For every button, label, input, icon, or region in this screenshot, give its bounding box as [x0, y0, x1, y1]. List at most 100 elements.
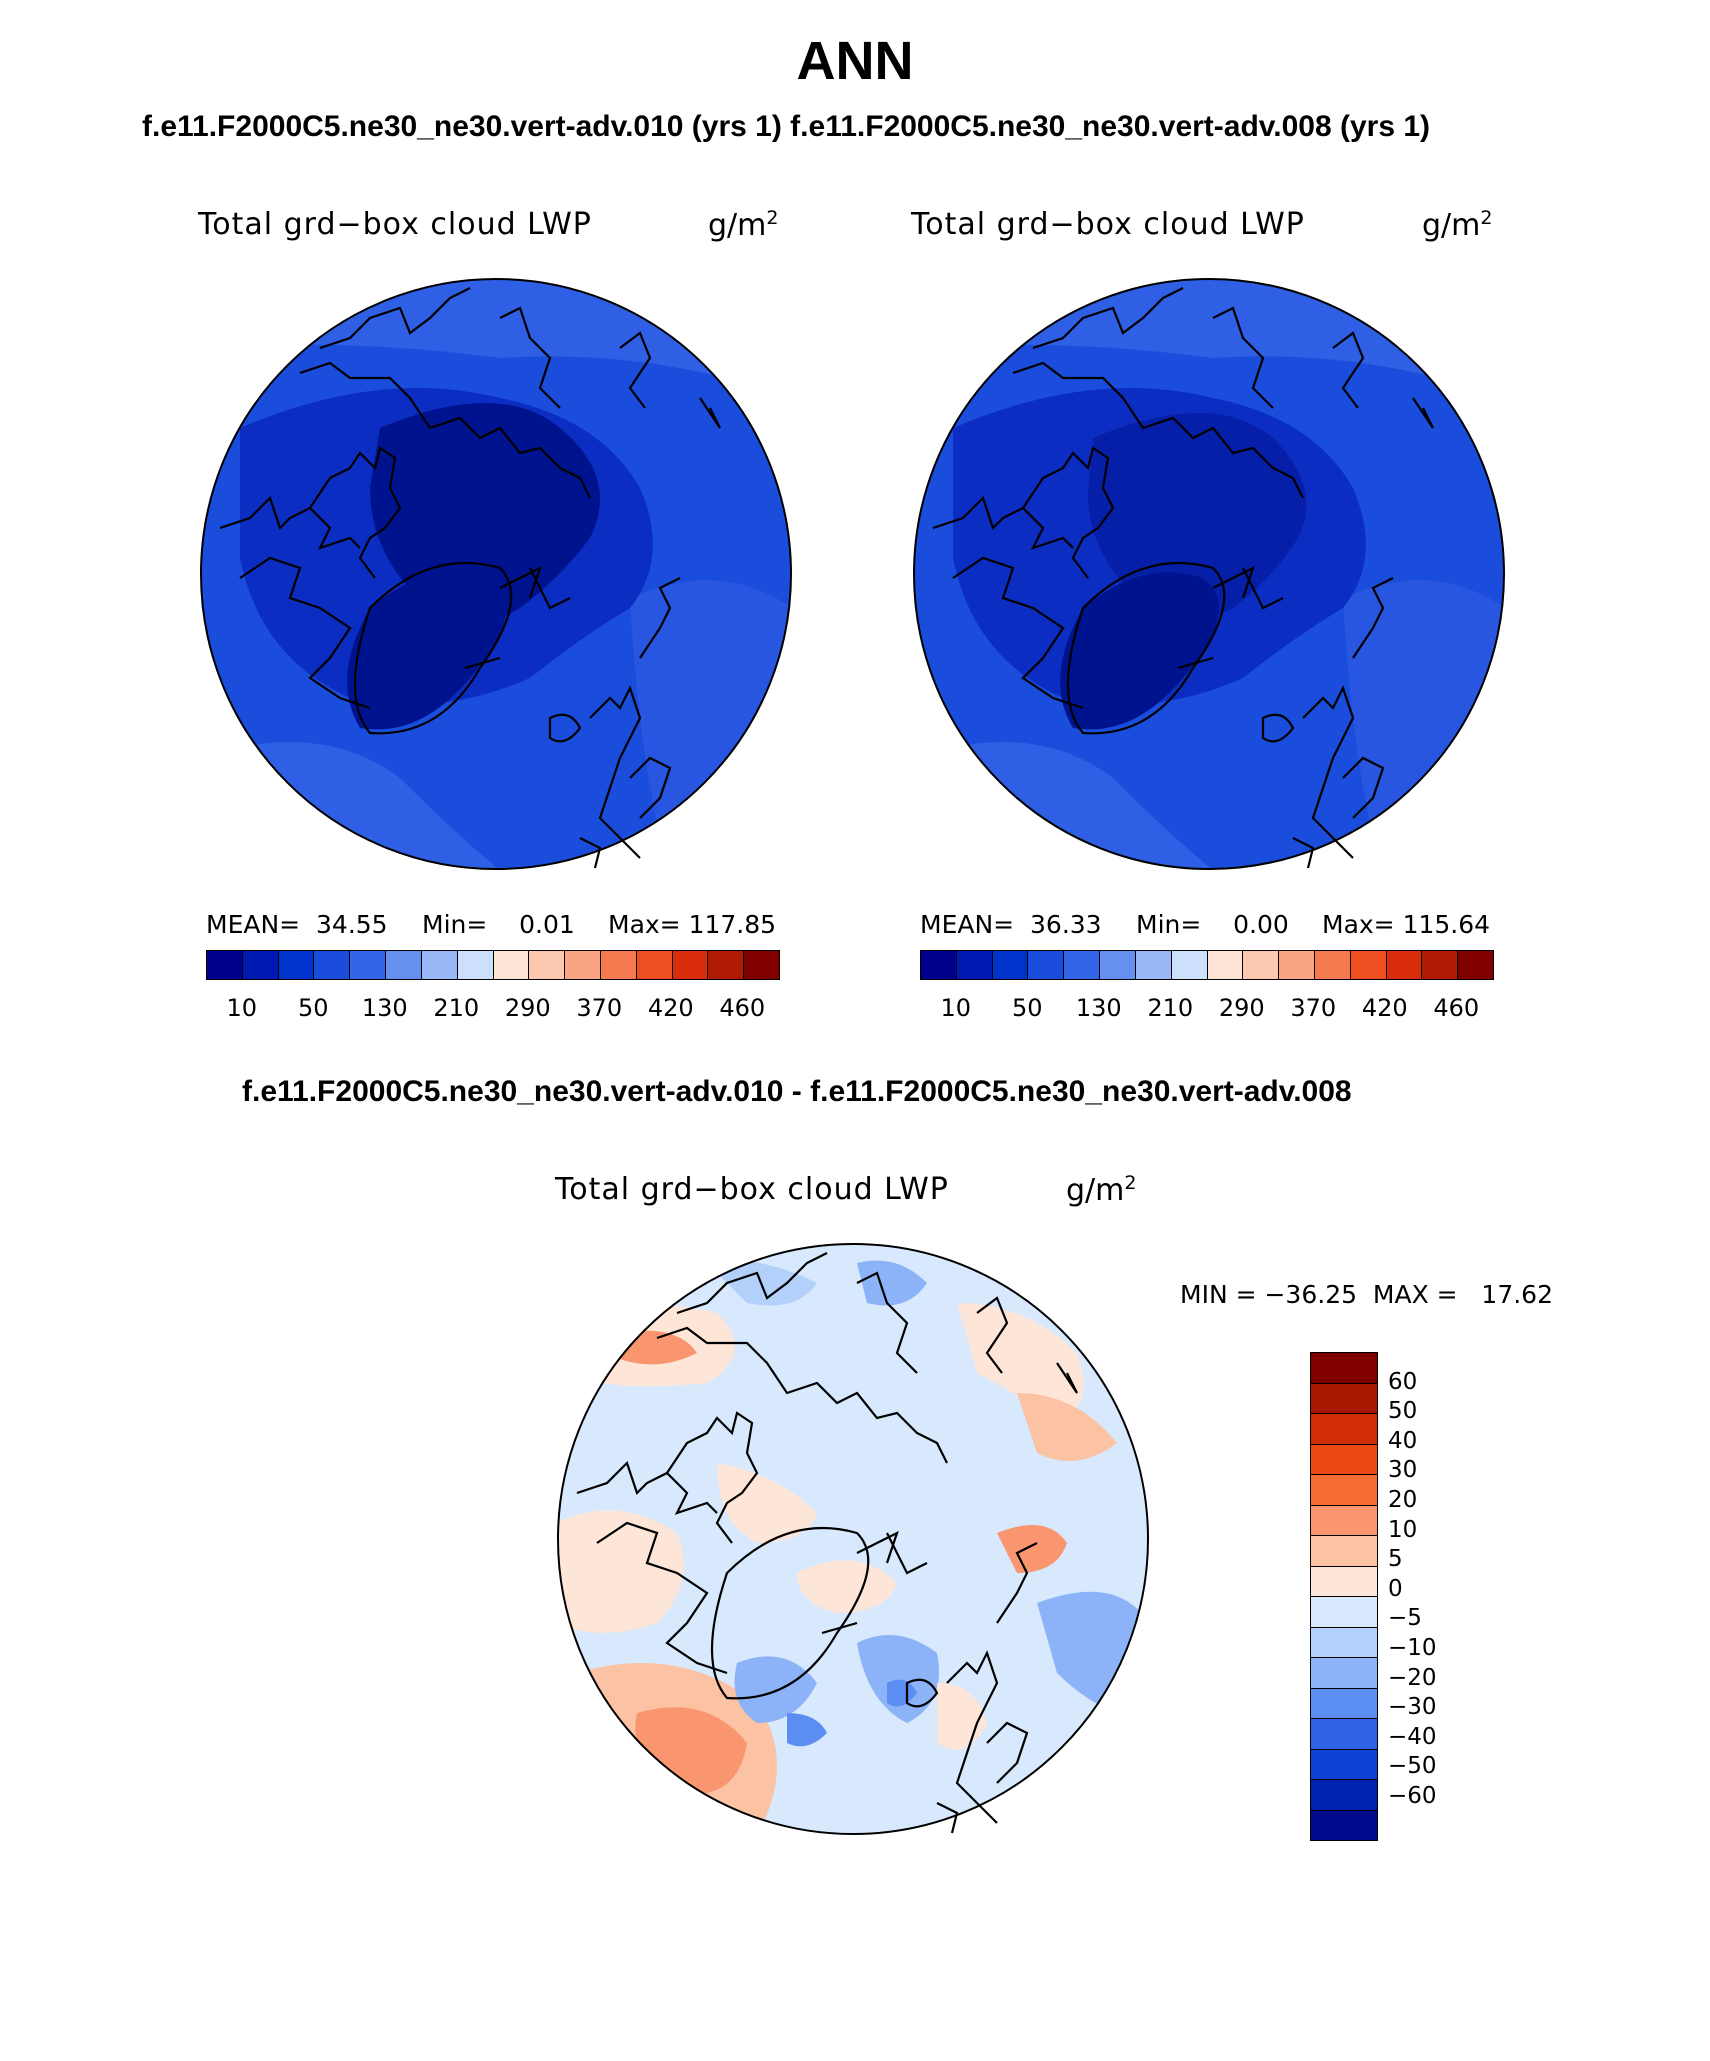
panel2-colorbar-swatch [1028, 951, 1065, 979]
diff-colorbar-swatch [1311, 1597, 1377, 1628]
diff-colorbar-tick-label: −10 [1388, 1635, 1437, 1661]
panel1-colorbar-swatch [636, 951, 673, 979]
panel1-colorbar-swatch [493, 951, 530, 979]
panel1-colorbar-tick-label: 460 [719, 994, 766, 1022]
panel2-colorbar-swatch [1135, 951, 1172, 979]
diff-colorbar-tick-label: −30 [1388, 1694, 1437, 1721]
diff-colorbar-swatch [1311, 1444, 1377, 1475]
panel1-colorbar-tick-label: 130 [361, 994, 408, 1022]
panel2-colorbar-tick-label: 50 [1011, 994, 1043, 1022]
diff-colorbar-swatch [1311, 1353, 1377, 1384]
panel1-polar-map [200, 278, 792, 870]
panel1-colorbar-tick-label: 370 [576, 994, 623, 1022]
case-subtitle: f.e11.F2000C5.ne30_ne30.vert-adv.010 (yr… [142, 110, 1431, 143]
diff-colorbar-tick-label: −5 [1388, 1605, 1422, 1632]
panel2-colorbar-tick-label: 10 [940, 994, 972, 1022]
panel1-colorbar-swatch [278, 951, 315, 979]
panel2-colorbar-swatch [1386, 951, 1423, 979]
diff-colorbar-tick-label: −60 [1388, 1783, 1437, 1809]
panel1-colorbar-swatch [744, 951, 779, 979]
diff-colorbar-tick-label: −20 [1388, 1664, 1437, 1691]
diff-colorbar-swatch [1311, 1414, 1377, 1445]
difference-colorbar-ticks: 60 50 40 30 20 10 5 0 −5 −10 −20 −30 −40 −50 −60 [1388, 1352, 1478, 1826]
panel1-colorbar-swatch [565, 951, 601, 979]
panel1-colorbar-tick-label: 290 [504, 994, 551, 1022]
panel1-colorbar-swatch [457, 951, 494, 979]
panel1-colorbar-tick-label: 420 [647, 994, 694, 1022]
panel2-colorbar-swatch [1064, 951, 1101, 979]
panel2-colorbar-swatch [1350, 951, 1387, 979]
diff-colorbar-swatch [1311, 1780, 1377, 1811]
panel2-polar-map [913, 278, 1505, 870]
difference-polar-map [557, 1243, 1149, 1835]
difference-minmax: MIN = −36.25 MAX = 17.62 [1180, 1280, 1553, 1309]
panel2-colorbar-tick-label: 210 [1147, 994, 1194, 1022]
panel1-colorbar-swatch [421, 951, 458, 979]
panel2-colorbar-swatch [992, 951, 1029, 979]
diff-colorbar-tick-label: −50 [1388, 1753, 1437, 1780]
diff-variable-label: Total grd−box cloud LWP [555, 1172, 949, 1207]
panel1-colorbar-ticks: 10 50 130 210 290 370 420 460 [206, 994, 778, 1024]
panel2-colorbar-swatch [1458, 951, 1493, 979]
diff-colorbar-swatch [1311, 1566, 1377, 1597]
panel1-max: Max= 117.85 [608, 910, 777, 939]
plot-title: ANN [796, 31, 914, 91]
panel2-colorbar-tick-label: 460 [1433, 994, 1480, 1022]
panel2-colorbar-tick-label: 420 [1361, 994, 1408, 1022]
diff-colorbar-tick-label: 5 [1388, 1546, 1403, 1573]
panel1-mean: MEAN= 34.55 [206, 910, 388, 939]
diff-colorbar-swatch [1311, 1719, 1377, 1750]
panel1-colorbar-swatch [386, 951, 422, 979]
diff-colorbar-tick-label: −40 [1388, 1723, 1437, 1750]
panel2-colorbar-swatch [1171, 951, 1208, 979]
panel1-colorbar-swatch [600, 951, 637, 979]
diff-colorbar-swatch [1311, 1536, 1377, 1567]
diff-colorbar-swatch [1311, 1505, 1377, 1536]
panel1-units: g/m2 [708, 207, 779, 243]
panel2-colorbar-swatch [1279, 951, 1315, 979]
panel1-colorbar-tick-label: 210 [433, 994, 480, 1022]
panel1-colorbar-swatch [708, 951, 745, 979]
diff-colorbar-tick-label: 60 [1388, 1368, 1418, 1395]
panel2-colorbar-ticks: 10 50 130 210 290 370 420 460 [920, 994, 1492, 1024]
panel2-mean: MEAN= 36.33 [920, 910, 1102, 939]
panel2-colorbar-tick-label: 290 [1218, 994, 1265, 1022]
panel2-colorbar-swatch [1314, 951, 1351, 979]
panel1-colorbar-swatch [242, 951, 279, 979]
panel1-min: Min= 0.01 [422, 910, 575, 939]
panel2-colorbar-tick-label: 130 [1075, 994, 1122, 1022]
diff-colorbar-swatch [1311, 1627, 1377, 1658]
diff-colorbar-tick-label: 0 [1388, 1575, 1403, 1602]
panel1-colorbar-tick-label: 50 [297, 994, 329, 1022]
panel2-colorbar-swatch [1243, 951, 1280, 979]
panel1-colorbar-swatch [350, 951, 387, 979]
difference-colorbar [1310, 1352, 1378, 1841]
diff-colorbar-tick-label: 10 [1388, 1516, 1418, 1543]
panel2-colorbar [920, 950, 1494, 980]
diff-colorbar-swatch [1311, 1383, 1377, 1414]
panel2-colorbar-swatch [921, 951, 957, 979]
panel2-colorbar-swatch [956, 951, 993, 979]
panel1-variable-label: Total grd−box cloud LWP [198, 207, 592, 242]
panel2-units: g/m2 [1422, 207, 1493, 243]
panel1-colorbar-swatch [207, 951, 243, 979]
diff-colorbar-tick-label: 20 [1388, 1487, 1418, 1513]
panel2-colorbar-swatch [1207, 951, 1244, 979]
panel1-colorbar-swatch [529, 951, 566, 979]
diff-colorbar-swatch [1311, 1688, 1377, 1719]
panel2-max: Max= 115.64 [1322, 910, 1491, 939]
panel1-colorbar [206, 950, 780, 980]
diff-units: g/m2 [1066, 1172, 1137, 1208]
panel1-colorbar-swatch [672, 951, 709, 979]
panel2-colorbar-swatch [1100, 951, 1136, 979]
diff-colorbar-tick-label: 40 [1388, 1427, 1418, 1454]
diff-colorbar-swatch [1311, 1749, 1377, 1780]
diff-colorbar-swatch [1311, 1475, 1377, 1506]
diff-colorbar-tick-label: 30 [1388, 1457, 1418, 1484]
panel1-colorbar-tick-label: 10 [226, 994, 258, 1022]
panel2-variable-label: Total grd−box cloud LWP [911, 207, 1305, 242]
difference-subtitle: f.e11.F2000C5.ne30_ne30.vert-adv.010 - f… [242, 1075, 1352, 1108]
diff-colorbar-tick-label: 50 [1388, 1398, 1418, 1425]
diff-colorbar-swatch [1311, 1810, 1377, 1840]
panel2-colorbar-swatch [1422, 951, 1459, 979]
